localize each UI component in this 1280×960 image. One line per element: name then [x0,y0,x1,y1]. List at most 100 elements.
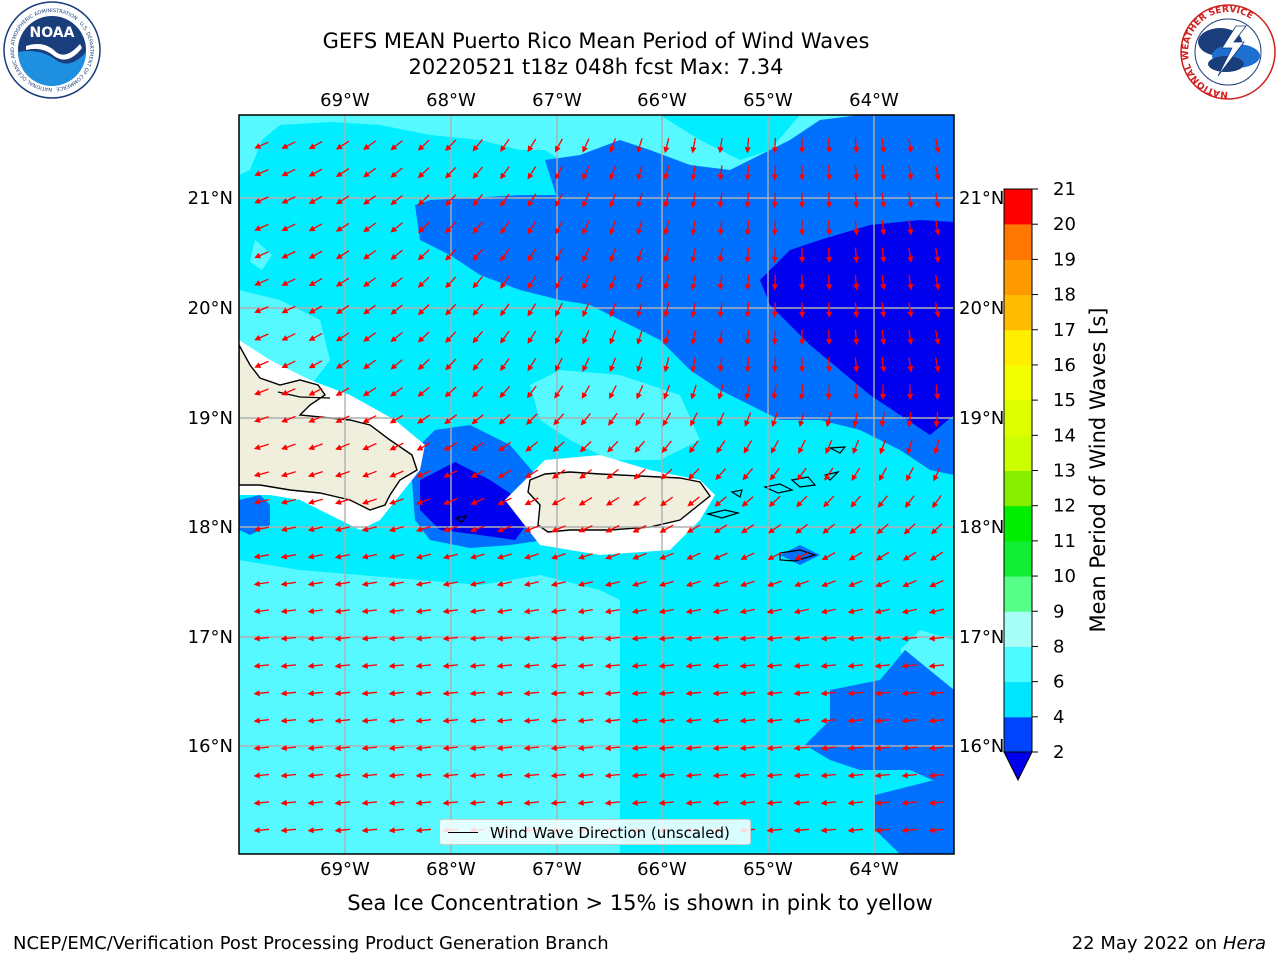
wind-wave-arrowhead [874,827,881,834]
wind-wave-arrowhead [879,393,887,401]
wind-wave-arrowhead [766,690,773,697]
wind-wave-arrowhead [933,447,940,455]
wind-wave-arrowhead [933,474,939,482]
wind-wave-arrowhead [739,635,746,642]
wind-wave-arrowhead [847,827,854,834]
wind-wave-arrowhead [470,472,478,478]
wind-wave-arrowhead [582,145,588,153]
wind-wave-arrowhead [632,499,640,506]
lon-label-top: 69°W [320,90,370,111]
wind-wave-arrowhead [901,662,908,669]
wind-wave-arrowhead [874,690,881,697]
wind-wave-arrowhead [636,310,643,318]
wind-wave-arrowhead [739,608,747,615]
wind-wave-arrowhead [335,444,342,451]
wind-wave-arrowhead [928,608,936,615]
wind-wave-arrowhead [390,144,398,151]
wind-wave-arrowhead [604,662,611,669]
wind-wave-arrowhead [442,608,450,615]
wind-wave-arrowhead [739,744,746,752]
wind-wave-arrowhead [470,445,478,452]
wind-wave-arrowhead [362,471,369,478]
wind-wave-arrowhead [550,772,557,779]
wind-wave-arrowhead [901,772,908,779]
wind-wave-arrowhead [582,337,588,345]
wind-wave-arrowhead [820,772,827,779]
wind-wave-arrowhead [390,336,398,343]
wind-wave-arrowhead [363,280,370,287]
wind-wave-arrowhead [880,283,887,291]
wind-wave-arrowhead [880,366,887,373]
wind-wave-arrowhead [853,229,860,236]
wind-wave-arrowhead [821,581,828,588]
wind-wave-arrowhead [850,501,857,508]
wind-wave-arrowhead [550,799,557,806]
wind-wave-arrowhead [254,362,262,368]
lat-label-right: 17°N [959,627,1004,648]
wind-wave-arrowhead [499,391,506,398]
wind-wave-arrowhead [609,310,616,318]
wind-wave-arrowhead [335,143,343,150]
wind-wave-arrowhead [472,336,479,344]
wind-wave-arrowhead [390,281,398,288]
wind-wave-arrowhead [361,608,369,615]
wind-wave-arrowhead [308,170,316,177]
wind-wave-arrowhead [686,554,694,560]
colorbar-tick-label: 11 [1053,531,1076,552]
wind-wave-arrowhead [280,717,287,724]
wind-wave-arrowhead [472,172,479,179]
wind-wave-arrowhead [443,444,451,451]
wind-wave-arrowhead [847,608,855,615]
lat-labels-left: 21°N 20°N 19°N 18°N 17°N 16°N [188,188,233,757]
colorbar-tick-label: 18 [1053,285,1076,306]
lon-label-bottom: 69°W [320,859,370,880]
wind-wave-arrowhead [907,256,914,263]
wind-wave-arrowhead [690,283,697,291]
wind-wave-arrowhead [851,474,858,482]
wind-wave-arrowhead [496,799,503,806]
wind-wave-arrowhead [469,580,477,587]
wind-wave-arrowhead [934,228,941,236]
wind-wave-arrowhead [363,198,370,205]
wind-wave-arrowhead [658,662,665,669]
wind-wave-arrowhead [907,366,914,373]
wind-wave-arrowhead [253,690,260,697]
wind-wave-arrowhead [934,146,941,154]
wind-wave-arrowhead [826,229,833,236]
wind-wave-arrowhead [826,256,833,264]
wind-wave-arrowhead [605,526,613,533]
wind-wave-arrowhead [740,527,748,534]
wind-wave-arrowhead [686,527,694,533]
colorbar-segment [1004,435,1032,471]
wind-wave-arrowhead [281,170,289,177]
wind-wave-arrowhead [766,635,773,642]
wind-wave-arrowhead [766,717,773,724]
colorbar-segment [1004,259,1032,296]
wind-wave-arrowhead [334,553,342,560]
wind-wave-arrowhead [335,225,343,232]
wind-wave-arrowhead [280,744,287,752]
wind-wave-arrowhead [335,308,343,314]
wind-wave-arrowhead [527,309,534,317]
wind-wave-arrowhead [551,553,558,560]
wind-wave-arrowhead [523,608,531,615]
wind-wave-arrowhead [690,311,697,318]
wind-wave-arrowhead [658,717,665,724]
wind-wave-arrowhead [793,799,800,806]
wind-wave-arrowhead [443,472,451,478]
wind-wave-arrowhead [550,662,557,669]
wind-wave-arrowhead [688,473,695,480]
wind-wave-arrowhead [442,580,450,587]
wind-wave-arrowhead [577,772,584,779]
wind-wave-arrowhead [496,662,503,669]
colorbar-tick-label: 21 [1053,179,1076,200]
wind-wave-arrowhead [334,744,341,752]
wind-wave-arrowhead [797,473,804,481]
colorbar-segment [1004,505,1032,542]
wind-wave-arrowhead [717,393,724,400]
wind-wave-arrowhead [604,744,611,752]
wind-wave-arrowhead [739,662,746,669]
wind-wave-arrowhead [658,744,665,752]
wind-wave-arrowhead [307,717,314,724]
wind-wave-arrowhead [820,690,827,697]
